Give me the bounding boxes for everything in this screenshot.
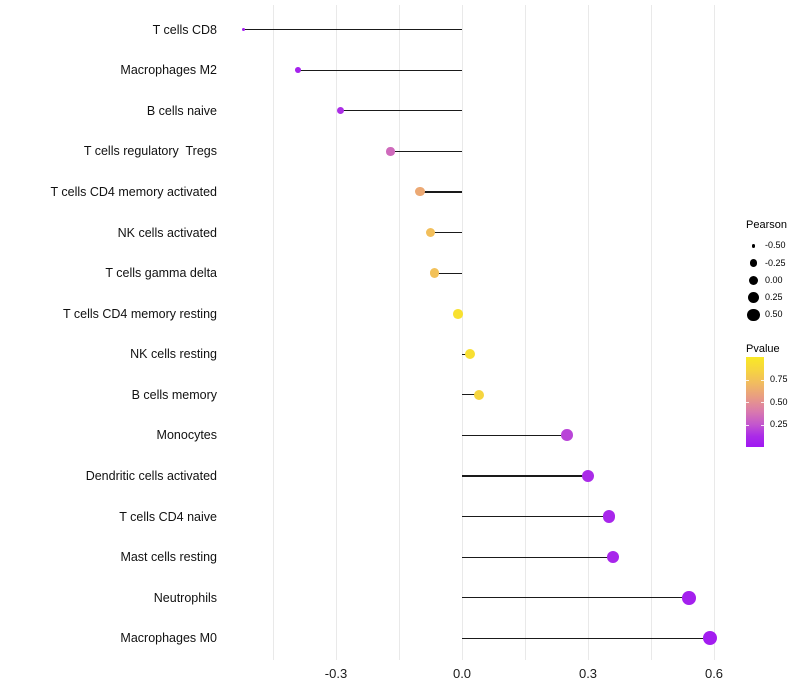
y-axis-label: Macrophages M2	[120, 63, 217, 78]
lollipop-dot	[415, 187, 425, 197]
size-legend-dot	[751, 243, 756, 248]
y-axis-label: T cells regulatory Tregs	[83, 144, 217, 159]
size-legend-label: 0.50	[765, 309, 783, 320]
lollipop-dot	[602, 510, 616, 523]
colorbar-tick-mark	[746, 402, 749, 403]
lollipop-stick	[298, 69, 462, 71]
size-legend-label: -0.25	[765, 257, 786, 268]
lollipop-dot	[336, 107, 344, 115]
size-legend-title: Pearson	[746, 219, 787, 231]
lollipop-dot	[581, 469, 595, 483]
color-legend-title: Pvalue	[746, 343, 780, 355]
colorbar-tick-mark	[746, 379, 749, 381]
lollipop-dot	[561, 429, 573, 442]
lollipop-stick	[462, 394, 479, 396]
y-axis-label: B cells memory	[131, 387, 217, 402]
lollipop-stick	[462, 637, 710, 639]
lollipop-dot	[430, 268, 440, 278]
gridline	[524, 5, 526, 660]
size-legend-dot	[747, 292, 760, 304]
pvalue-colorbar	[746, 357, 764, 447]
gridline	[650, 5, 652, 660]
lollipop-dot	[702, 631, 717, 646]
lollipop-stick	[462, 434, 567, 436]
lollipop-dot	[241, 28, 246, 32]
x-axis-tick-label: -0.3	[324, 666, 348, 681]
y-axis-label: Neutrophils	[153, 590, 217, 605]
lollipop-dot	[425, 227, 436, 238]
size-legend-label: 0.25	[765, 292, 783, 303]
y-axis-label: NK cells resting	[130, 347, 217, 362]
size-legend-label: 0.00	[765, 274, 783, 285]
y-axis-label: Macrophages M0	[120, 631, 217, 646]
size-legend-dot	[747, 308, 760, 322]
y-axis-label: T cells CD4 memory activated	[50, 184, 218, 199]
colorbar-tick-mark	[761, 379, 764, 381]
colorbar-tick-mark	[761, 424, 764, 426]
lollipop-stick	[243, 29, 462, 31]
lollipop-stick	[420, 191, 462, 193]
lollipop-dot	[465, 349, 476, 360]
y-axis-label: Dendritic cells activated	[85, 468, 217, 483]
lollipop-stick	[462, 597, 689, 599]
colorbar-tick-label: 0.75	[770, 374, 788, 384]
y-axis-label: B cells naive	[146, 103, 217, 118]
lollipop-stick	[430, 231, 462, 234]
size-legend-dot	[749, 259, 758, 267]
x-axis-tick-label: 0.3	[578, 666, 598, 681]
lollipop-stick	[462, 475, 588, 477]
y-axis-label: T cells CD8	[152, 22, 217, 37]
size-legend-dot	[748, 275, 759, 285]
gridline	[398, 5, 400, 660]
colorbar-tick-label: 0.25	[770, 419, 788, 429]
y-axis-label: NK cells activated	[117, 225, 217, 240]
x-axis-tick-label: 0.0	[452, 666, 472, 681]
x-axis-tick-label: 0.6	[704, 666, 724, 681]
colorbar-tick-mark	[761, 402, 764, 403]
size-legend-label: -0.50	[765, 240, 786, 251]
lollipop-stick	[434, 272, 462, 274]
gridline	[713, 5, 715, 660]
lollipop-dot	[681, 590, 696, 605]
lollipop-stick	[390, 150, 462, 152]
lollipop-dot	[606, 550, 620, 564]
gridline	[335, 5, 337, 660]
gridline	[272, 5, 274, 660]
y-axis-label: T cells CD4 naive	[119, 509, 217, 524]
lollipop-dot	[452, 308, 463, 319]
lollipop-dot	[473, 389, 484, 400]
lollipop-stick	[462, 556, 614, 558]
y-axis-label: Monocytes	[156, 428, 217, 443]
colorbar-tick-mark	[746, 424, 749, 426]
gridline	[461, 5, 463, 660]
lollipop-stick	[462, 515, 609, 518]
y-axis-label: Mast cells resting	[120, 550, 217, 565]
colorbar-tick-label: 0.50	[770, 396, 788, 407]
lollipop-dot	[386, 147, 395, 156]
lollipop-stick	[340, 110, 462, 112]
y-axis-label: T cells CD4 memory resting	[63, 306, 217, 321]
lollipop-dot	[295, 67, 302, 74]
y-axis-label: T cells gamma delta	[105, 266, 217, 281]
gridline	[587, 5, 589, 660]
